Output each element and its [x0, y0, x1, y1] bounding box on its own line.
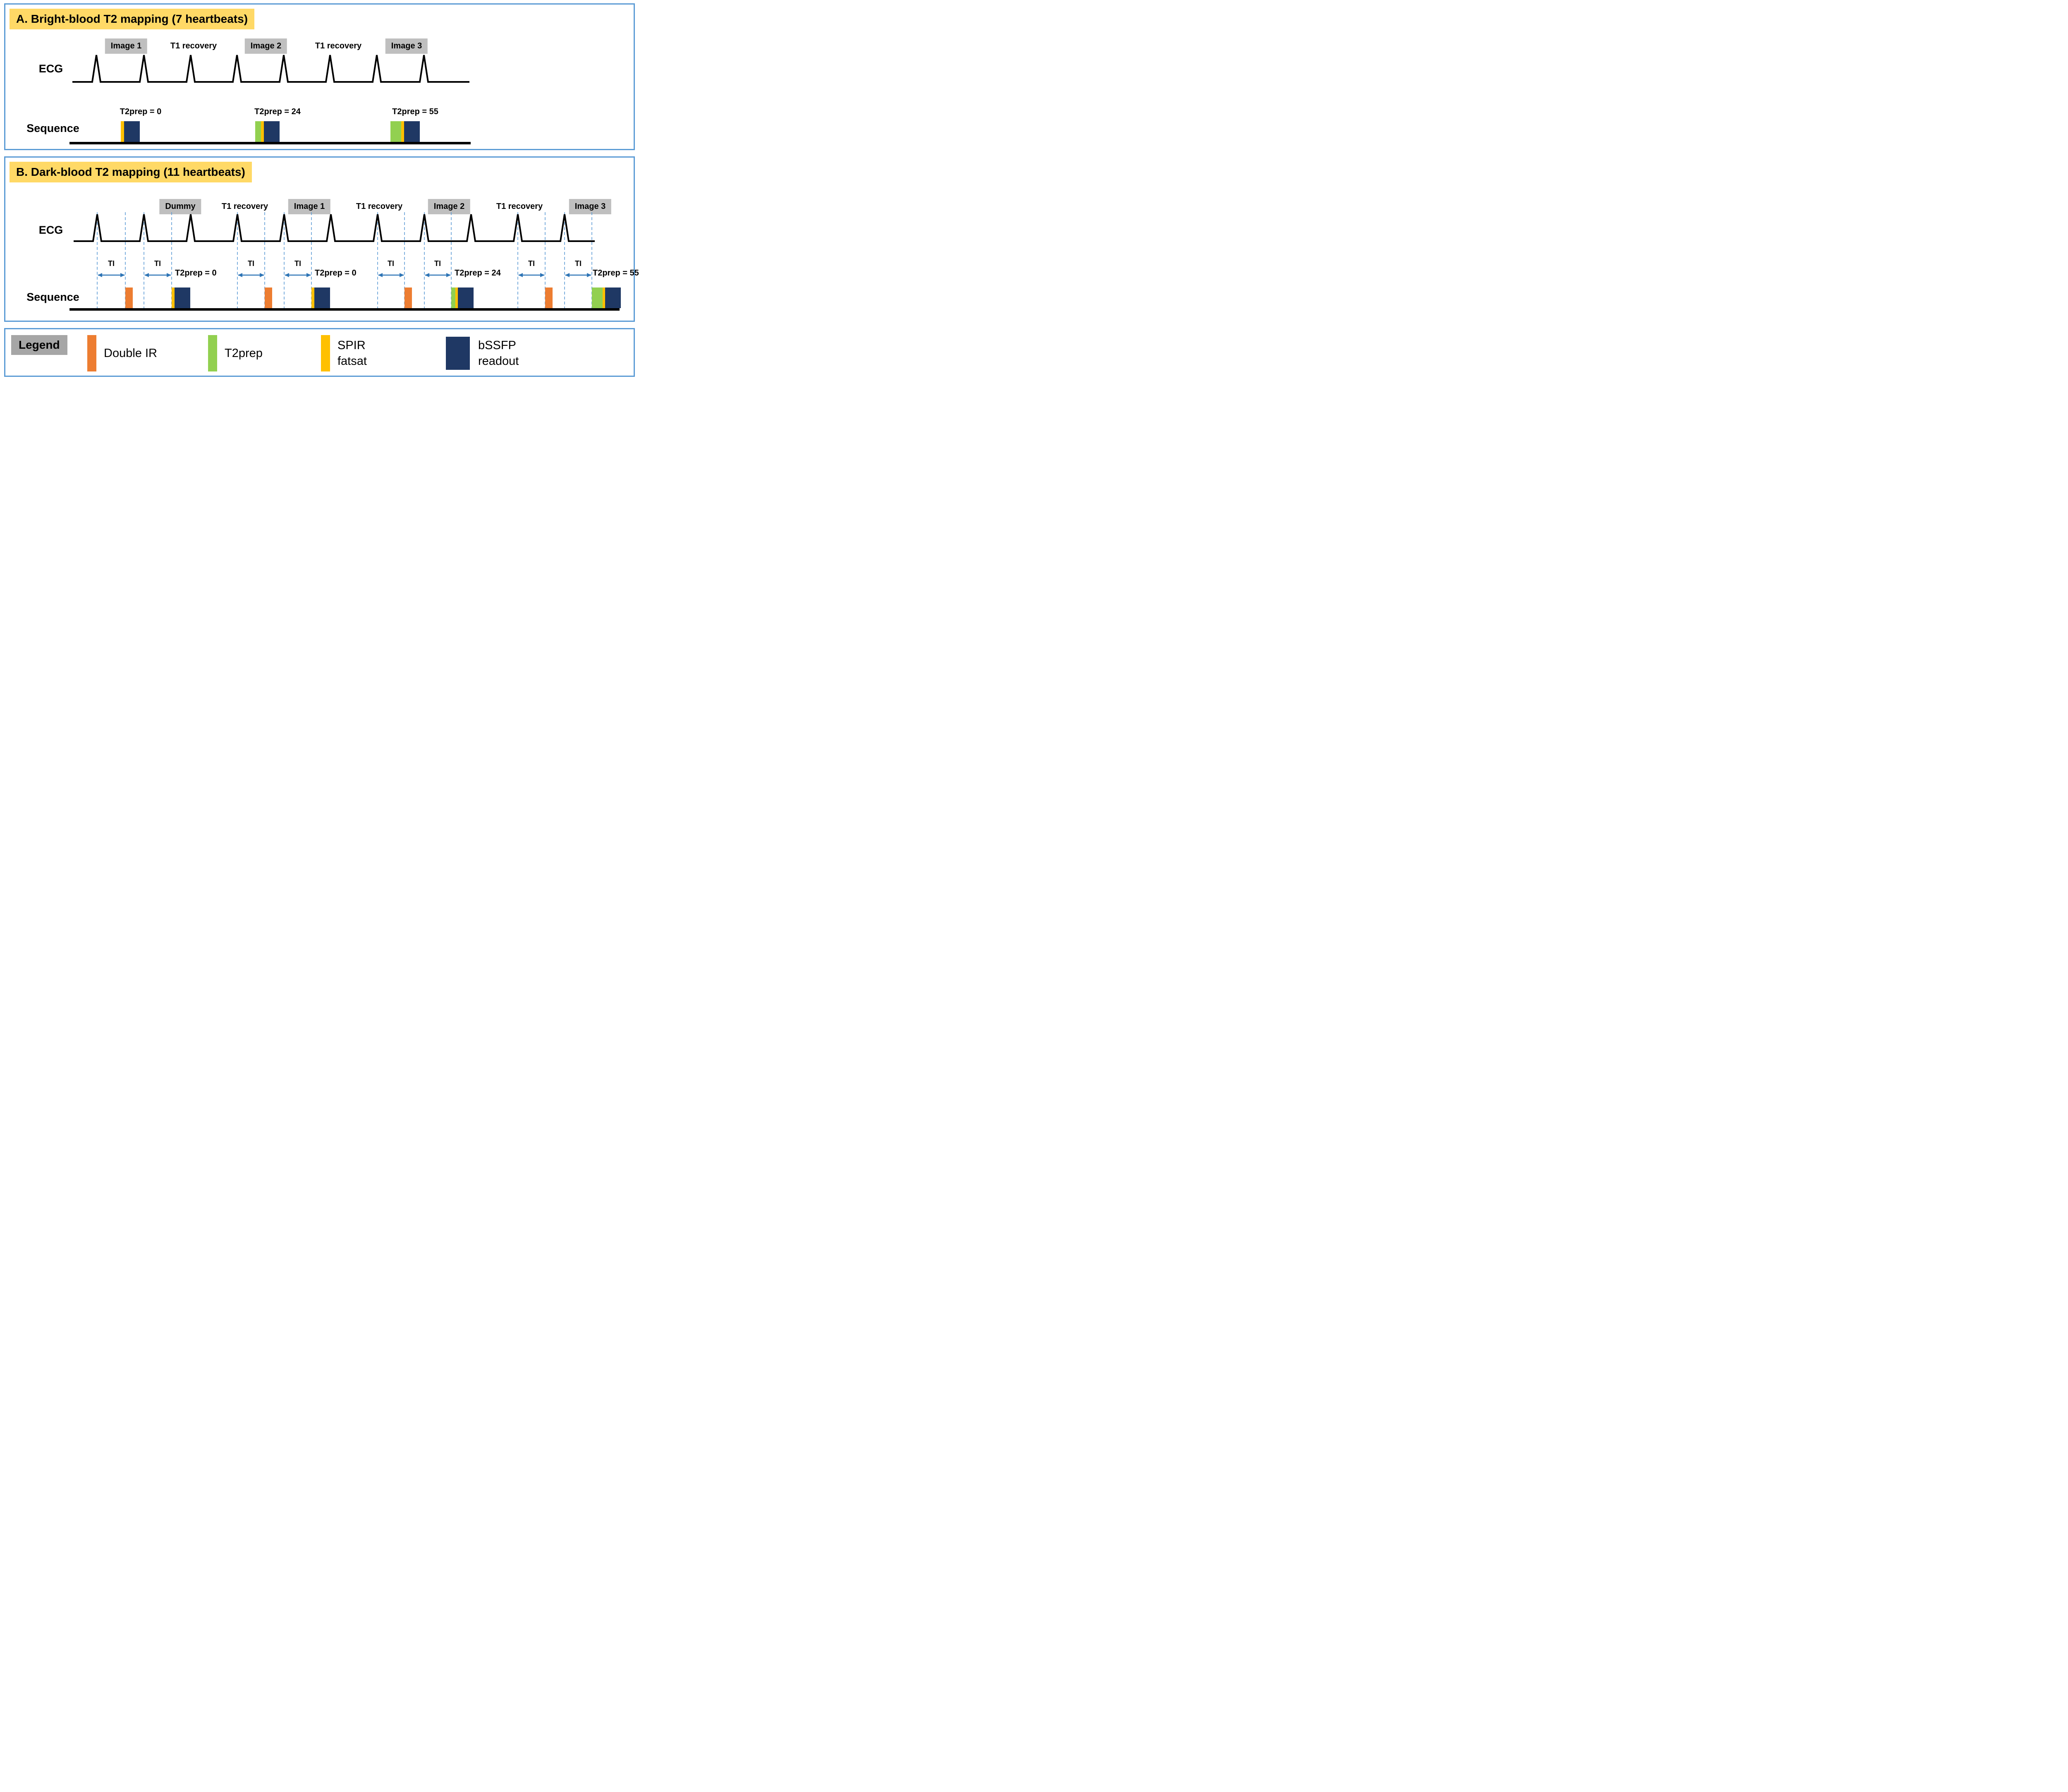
beat-label-image-3: Image 3 — [385, 38, 428, 54]
t2prep-block — [390, 121, 401, 142]
t2prep-label-0: T2prep = 0 — [120, 107, 162, 116]
spir-fatsat-block — [603, 287, 605, 308]
ti-interval-label: TI — [388, 259, 394, 268]
spir-fatsat-block — [401, 121, 404, 142]
panel-a-sequence-row-label: Sequence — [26, 122, 79, 134]
beat-label-image-1: Image 1 — [288, 199, 331, 214]
t2prep-label-24: T2prep = 24 — [254, 107, 301, 116]
panel-b-sequence-row-label: Sequence — [26, 291, 79, 303]
t2prep-block — [255, 121, 261, 142]
panel-b-dark-blood: B. Dark-blood T2 mapping (11 heartbeats)… — [4, 156, 639, 322]
ecg-waveform — [74, 214, 595, 242]
sequence-baseline — [69, 308, 620, 311]
double-ir-block — [405, 287, 412, 308]
panel-a-ecg-row-label: ECG — [38, 62, 63, 75]
spir-fatsat-swatch — [321, 335, 330, 371]
ti-interval-label: TI — [294, 259, 301, 268]
ti-interval-label: TI — [434, 259, 441, 268]
legend-label-bssfp-readout: bSSFP readout — [478, 338, 519, 368]
panel-a-title: A. Bright-blood T2 mapping (7 heartbeats… — [10, 9, 255, 29]
beat-label-image-3: Image 3 — [569, 199, 612, 214]
legend-label-double-ir: Double IR — [104, 346, 157, 360]
t2prep-label-55: T2prep = 55 — [593, 268, 639, 278]
ti-interval-label: TI — [154, 259, 161, 268]
t2prep-label-24: T2prep = 24 — [455, 268, 501, 278]
double-ir-block — [265, 287, 272, 308]
legend-label-t2prep: T2prep — [225, 346, 263, 360]
ti-interval-label: TI — [108, 259, 115, 268]
bssfp-readout-block — [458, 287, 474, 308]
bssfp-readout-block — [605, 287, 621, 308]
bssfp-readout-block — [124, 121, 140, 142]
legend-label-spir-fatsat: SPIR fatsat — [337, 338, 367, 368]
ti-interval-label: TI — [528, 259, 535, 268]
figure-canvas: A. Bright-blood T2 mapping (7 heartbeats… — [0, 0, 639, 381]
sequence-baseline — [69, 142, 471, 144]
bssfp-readout-block — [264, 121, 280, 142]
beat-label-t1-recovery: T1 recovery — [356, 202, 403, 211]
legend-panel: Legend Double IR T2prep SPIR fatsat bSSF… — [4, 328, 635, 377]
t2prep-label-55: T2prep = 55 — [392, 107, 438, 116]
beat-label-image-1: Image 1 — [105, 38, 148, 54]
ti-interval-label: TI — [248, 259, 254, 268]
t2prep-label-0: T2prep = 0 — [175, 268, 217, 278]
double-ir-block — [545, 287, 553, 308]
double-ir-block — [125, 287, 133, 308]
legend-title: Legend — [11, 335, 67, 355]
spir-fatsat-block — [172, 287, 175, 308]
bssfp-readout-block — [314, 287, 330, 308]
bssfp-readout-block — [175, 287, 190, 308]
double-ir-swatch — [87, 335, 96, 371]
spir-fatsat-block — [121, 121, 124, 142]
spir-fatsat-block — [311, 287, 314, 308]
t2prep-block — [592, 287, 603, 308]
beat-label-image-2: Image 2 — [244, 38, 287, 54]
panel-b-title: B. Dark-blood T2 mapping (11 heartbeats) — [10, 162, 252, 182]
t2prep-block — [451, 287, 455, 308]
ti-interval-label: TI — [575, 259, 582, 268]
spir-fatsat-block — [455, 287, 458, 308]
bssfp-readout-block — [404, 121, 420, 142]
beat-label-image-2: Image 2 — [428, 199, 471, 214]
panel-a-bright-blood: A. Bright-blood T2 mapping (7 heartbeats… — [4, 3, 635, 150]
t2prep-label-0: T2prep = 0 — [315, 268, 357, 278]
panel-b-ecg-row-label: ECG — [38, 224, 63, 236]
bssfp-readout-swatch — [446, 337, 470, 370]
beat-label-t1-recovery: T1 recovery — [496, 202, 543, 211]
spir-fatsat-block — [261, 121, 264, 142]
t2prep-swatch — [208, 335, 217, 371]
beat-label-t1-recovery: T1 recovery — [315, 41, 362, 50]
beat-label-t1-recovery: T1 recovery — [170, 41, 217, 50]
beat-label-t1-recovery: T1 recovery — [221, 202, 268, 211]
beat-label-dummy: Dummy — [159, 199, 201, 214]
ecg-waveform — [72, 55, 469, 83]
